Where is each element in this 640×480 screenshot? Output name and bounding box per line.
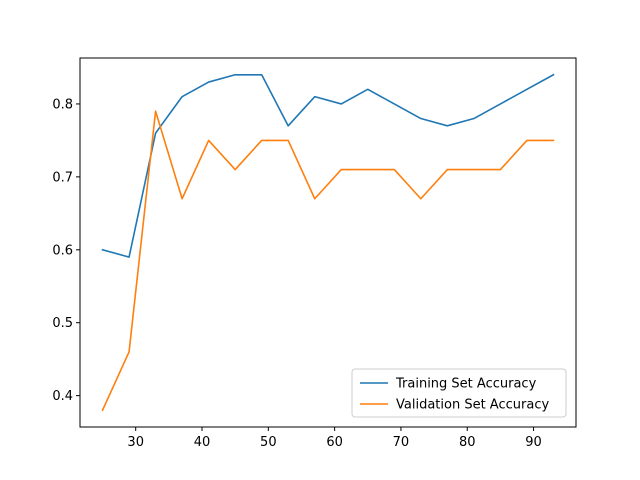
x-tick-label-0: 30 xyxy=(127,435,144,450)
legend-label-1: Validation Set Accuracy xyxy=(396,398,549,413)
x-tick-label-2: 50 xyxy=(260,435,277,450)
y-axis: 0.4 0.5 0.6 0.7 0.8 xyxy=(52,97,80,404)
legend: Training Set Accuracy Validation Set Accu… xyxy=(351,368,567,418)
y-tick-label-0: 0.4 xyxy=(52,389,73,404)
plot-lines xyxy=(101,73,555,412)
x-tick-label-3: 60 xyxy=(326,435,343,450)
series-line-0 xyxy=(101,73,555,258)
x-axis: 30 40 50 60 70 80 90 xyxy=(127,427,542,450)
x-tick-label-4: 70 xyxy=(393,435,410,450)
legend-box xyxy=(351,368,567,418)
x-tick-label-1: 40 xyxy=(194,435,211,450)
axes-frame xyxy=(79,57,577,428)
y-tick-label-4: 0.8 xyxy=(52,97,73,112)
y-tick-label-2: 0.6 xyxy=(52,243,73,258)
x-tick-label-6: 90 xyxy=(525,435,542,450)
y-tick-label-3: 0.7 xyxy=(52,170,73,185)
y-tick-label-1: 0.5 xyxy=(52,316,73,331)
legend-label-0: Training Set Accuracy xyxy=(395,377,537,392)
series-line-1 xyxy=(101,110,555,412)
x-tick-label-5: 80 xyxy=(459,435,476,450)
